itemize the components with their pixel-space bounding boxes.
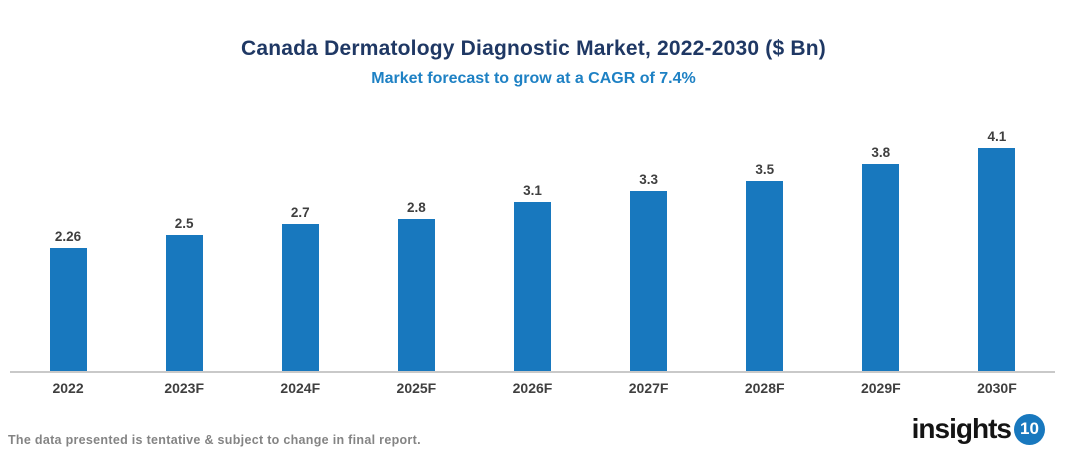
x-axis-tick-label: 2028F xyxy=(744,380,785,396)
bar-group: 2.7 xyxy=(242,100,358,371)
bar-group: 4.1 xyxy=(939,100,1055,371)
x-axis-tick-label: 2023F xyxy=(164,380,205,396)
x-axis-labels: 2022 2023F 2024F 2025F 2026F 2027F 2028F 2029F 2… xyxy=(10,377,1055,396)
x-axis-tick-label: 2027F xyxy=(628,380,669,396)
bar-group: 3.8 xyxy=(823,100,939,371)
bar-value-label: 3.3 xyxy=(639,172,658,188)
bar xyxy=(746,180,784,371)
bar-group: 3.1 xyxy=(474,100,590,371)
chart-subtitle: Market forecast to grow at a CAGR of 7.4… xyxy=(371,70,696,87)
bar-value-label: 2.8 xyxy=(406,199,426,215)
bar xyxy=(397,218,435,371)
insights10-logo: insights 10 xyxy=(912,413,1045,445)
bar-plot-area: 2.26 2.5 2.7 2.8 3.1 3.3 3.5 3.8 4.1 xyxy=(10,100,1055,373)
bar xyxy=(978,147,1016,371)
bar xyxy=(281,224,319,371)
chart-title: Canada Dermatology Diagnostic Market, 20… xyxy=(241,37,826,60)
bar-group: 3.5 xyxy=(707,100,823,371)
logo-wordmark: insights xyxy=(911,413,1012,444)
x-axis-tick-label: 2024F xyxy=(280,380,321,396)
bar-group: 2.26 xyxy=(10,100,126,371)
bar-value-label: 4.1 xyxy=(987,128,1007,144)
disclaimer-text: The data presented is tentative & subjec… xyxy=(8,433,421,447)
bar xyxy=(862,164,900,371)
bar xyxy=(630,191,668,371)
bar-group: 2.5 xyxy=(126,100,242,371)
bar-value-label: 2.7 xyxy=(290,205,310,221)
x-axis-tick-label: 2030F xyxy=(977,380,1017,396)
logo-badge-icon: 10 xyxy=(1014,413,1045,445)
bar-value-label: 3.8 xyxy=(871,145,891,161)
x-axis-tick-label: 2029F xyxy=(860,380,901,396)
x-axis-tick-label: 2025F xyxy=(396,380,437,396)
bar-value-label: 3.1 xyxy=(523,183,542,199)
x-axis-tick-label: 2026F xyxy=(512,380,553,396)
bar-group: 3.3 xyxy=(591,100,707,371)
bar-value-label: 3.5 xyxy=(755,161,775,177)
x-axis-tick-label: 2022 xyxy=(52,380,84,396)
bar-group: 2.8 xyxy=(358,100,474,371)
bar xyxy=(513,202,551,371)
bar-value-label: 2.26 xyxy=(54,229,82,245)
bar xyxy=(165,235,203,371)
bar xyxy=(49,248,87,371)
bar-value-label: 2.5 xyxy=(174,216,194,231)
